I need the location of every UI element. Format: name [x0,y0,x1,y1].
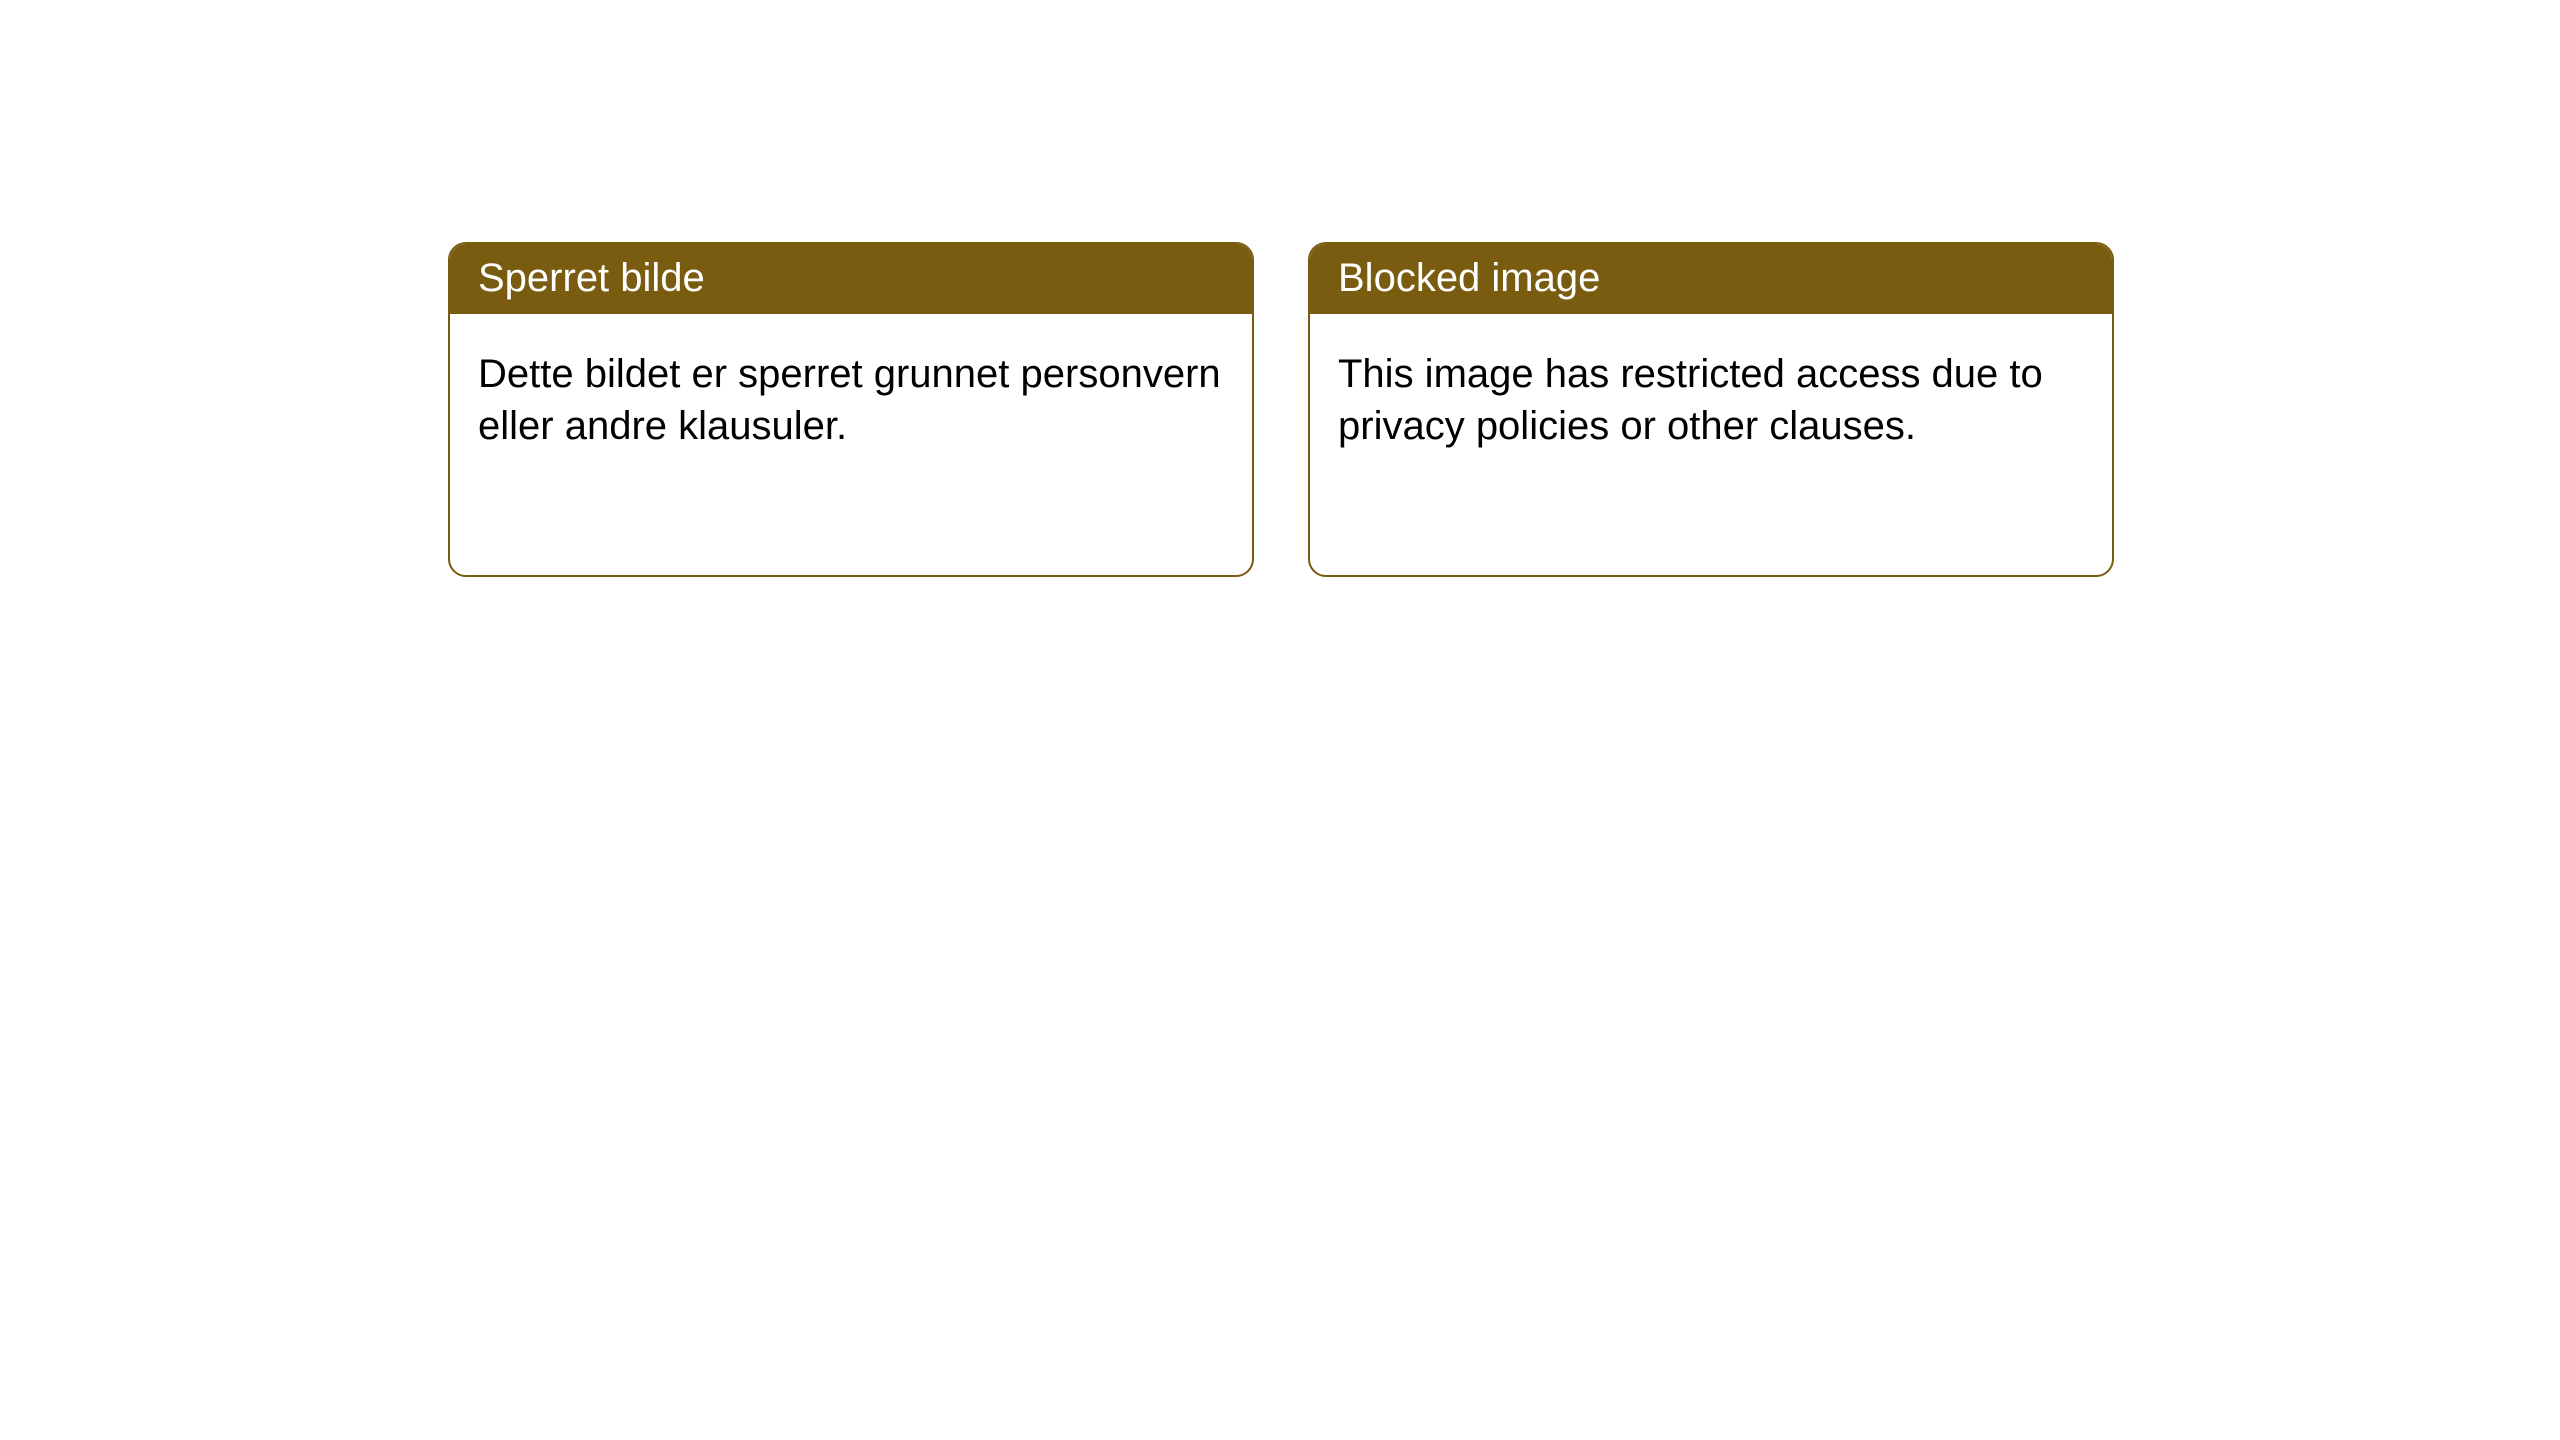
card-header-en: Blocked image [1310,244,2112,314]
card-body-no: Dette bildet er sperret grunnet personve… [450,314,1252,486]
blocked-image-card-en: Blocked image This image has restricted … [1308,242,2114,577]
card-header-no: Sperret bilde [450,244,1252,314]
notice-container: Sperret bilde Dette bildet er sperret gr… [0,0,2560,577]
card-body-en: This image has restricted access due to … [1310,314,2112,486]
blocked-image-card-no: Sperret bilde Dette bildet er sperret gr… [448,242,1254,577]
